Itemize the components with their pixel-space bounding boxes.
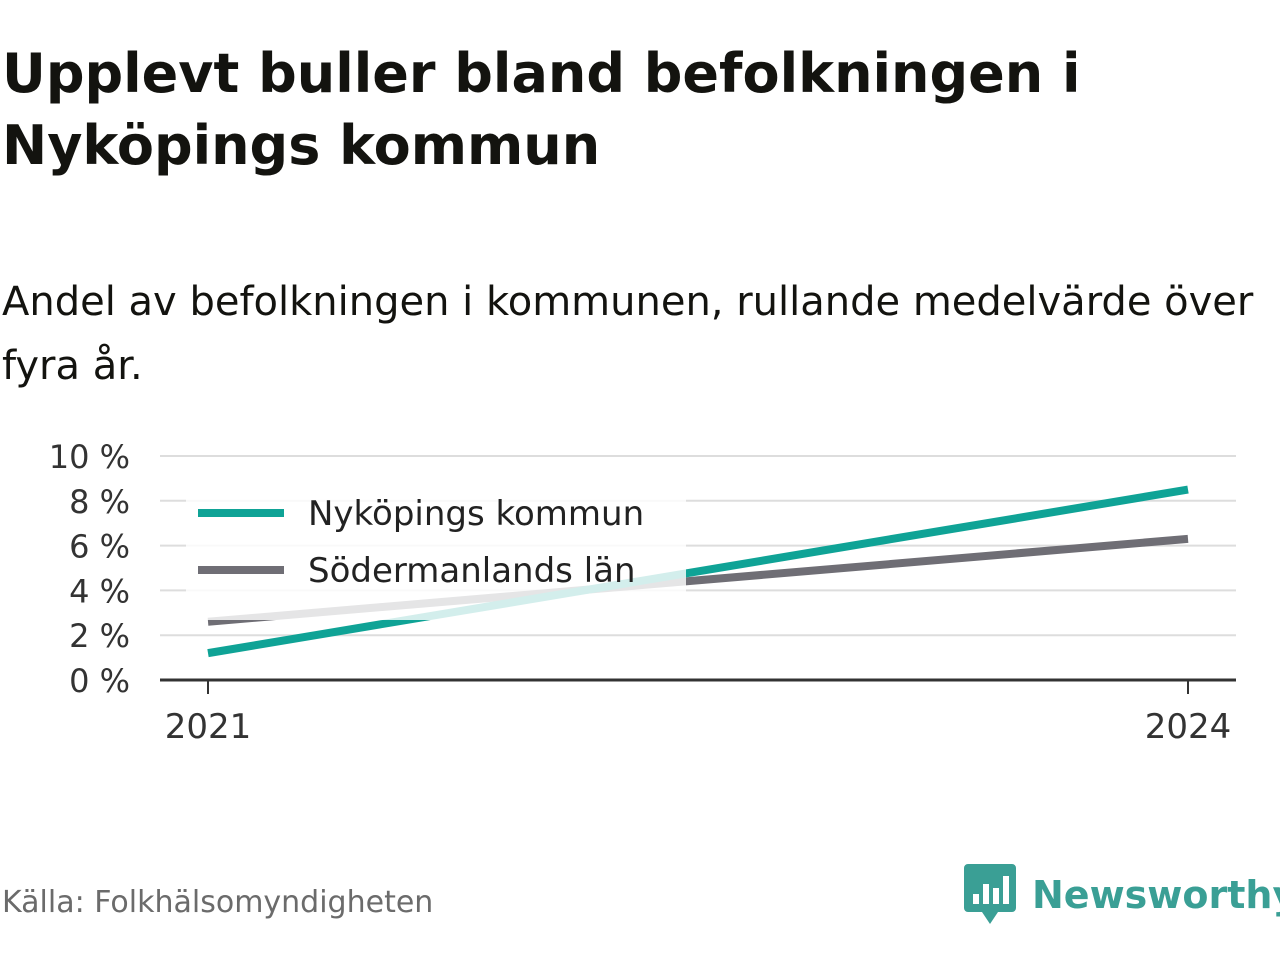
y-tick-label: 10 % bbox=[49, 438, 130, 476]
legend: Nyköpings kommun Södermanlands län bbox=[186, 494, 686, 620]
x-axis-ticks: 2021 2024 bbox=[165, 680, 1232, 747]
legend-label-sodermanland: Södermanlands län bbox=[308, 551, 636, 591]
chart-title: Upplevt buller bland befolkningen i Nykö… bbox=[2, 42, 1081, 177]
brand[interactable]: Newsworthy bbox=[964, 864, 1280, 926]
y-tick-label: 4 % bbox=[69, 572, 130, 610]
x-tick-label: 2024 bbox=[1145, 707, 1232, 747]
y-tick-label: 2 % bbox=[69, 617, 130, 655]
chart-subtitle: Andel av befolkningen i kommunen, rullan… bbox=[2, 279, 1254, 389]
y-tick-label: 6 % bbox=[69, 528, 130, 566]
source-note: Källa: Folkhälsomyndigheten bbox=[2, 885, 434, 920]
series-line-nykoping bbox=[207, 485, 1189, 658]
y-tick-label: 0 % bbox=[69, 662, 130, 700]
line-chart: 0 % 2 % 4 % 6 % 8 % 10 % 2021 2024 Nyköpings k… bbox=[49, 438, 1236, 747]
legend-label-nykoping: Nyköpings kommun bbox=[308, 494, 644, 534]
x-tick-label: 2021 bbox=[165, 707, 252, 747]
brand-name: Newsworthy bbox=[1032, 873, 1280, 917]
y-axis-ticks: 0 % 2 % 4 % 6 % 8 % 10 % bbox=[49, 438, 130, 700]
y-tick-label: 8 % bbox=[69, 483, 130, 521]
newsworthy-logo-icon bbox=[964, 864, 1016, 924]
